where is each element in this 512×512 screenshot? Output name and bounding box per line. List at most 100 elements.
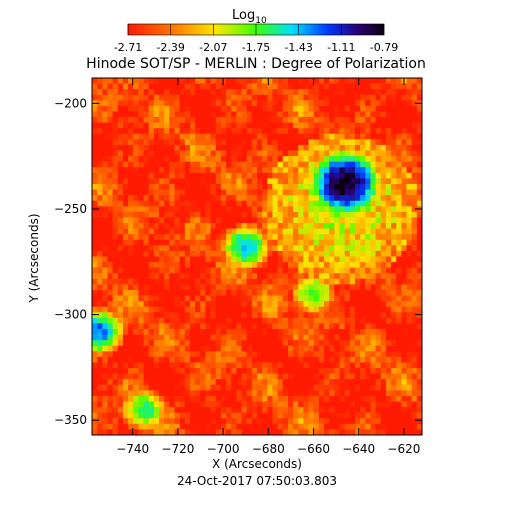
heatmap-cell	[339, 183, 346, 190]
heatmap-cell	[179, 83, 186, 90]
heatmap-cell	[195, 122, 201, 129]
heatmap-cell	[179, 217, 186, 224]
heatmap-cell	[349, 401, 356, 408]
heatmap-cell	[262, 256, 268, 263]
heatmap-cell	[318, 373, 325, 380]
heatmap-cell	[267, 156, 273, 163]
heatmap-cell	[174, 223, 181, 230]
heatmap-cell	[189, 172, 196, 179]
heatmap-cell	[313, 429, 320, 436]
heatmap-cell	[287, 351, 294, 358]
heatmap-cell	[277, 412, 284, 419]
heatmap-cell	[293, 150, 299, 157]
heatmap-cell	[375, 128, 382, 135]
heatmap-cell	[272, 384, 279, 391]
heatmap-cell	[92, 284, 98, 291]
heatmap-cell	[313, 379, 320, 386]
heatmap-cell	[231, 172, 237, 179]
heatmap-cell	[117, 412, 124, 419]
heatmap-cell	[354, 256, 361, 263]
heatmap-cell	[339, 362, 346, 369]
heatmap-cell	[354, 368, 361, 375]
heatmap-cell	[360, 89, 366, 96]
heatmap-cell	[324, 356, 330, 363]
heatmap-cell	[308, 128, 315, 135]
heatmap-cell	[313, 340, 320, 347]
heatmap-cell	[293, 189, 299, 196]
heatmap-cell	[262, 379, 268, 386]
heatmap-cell	[282, 401, 289, 408]
heatmap-cell	[339, 368, 346, 375]
heatmap-cell	[220, 223, 227, 230]
heatmap-cell	[220, 150, 227, 157]
heatmap-cell	[267, 351, 273, 358]
heatmap-cell	[138, 217, 144, 224]
heatmap-cell	[97, 329, 103, 335]
heatmap-cell	[277, 144, 284, 151]
heatmap-cell	[282, 362, 289, 369]
heatmap-cell	[189, 239, 196, 246]
heatmap-cell	[251, 156, 258, 163]
heatmap-cell	[251, 368, 258, 375]
heatmap-cell	[128, 133, 134, 140]
heatmap-cell	[195, 329, 201, 335]
heatmap-cell	[159, 351, 165, 358]
heatmap-cell	[298, 423, 304, 430]
heatmap-cell	[138, 317, 144, 324]
heatmap-cell	[143, 223, 150, 230]
heatmap-cell	[184, 334, 191, 341]
heatmap-cell	[380, 312, 387, 319]
heatmap-cell	[236, 156, 242, 163]
heatmap-cell	[138, 295, 144, 302]
heatmap-cell	[246, 423, 253, 430]
heatmap-cell	[92, 167, 98, 174]
heatmap-cell	[107, 228, 114, 235]
heatmap-cell	[117, 312, 124, 319]
heatmap-cell	[153, 278, 160, 285]
heatmap-cell	[246, 183, 253, 190]
heatmap-cell	[179, 117, 186, 124]
heatmap-cell	[354, 206, 361, 213]
heatmap-cell	[298, 407, 304, 414]
heatmap-cell	[365, 183, 371, 190]
heatmap-cell	[385, 278, 392, 285]
heatmap-cell	[148, 83, 155, 90]
heatmap-cell	[293, 223, 299, 230]
heatmap-cell	[272, 323, 279, 330]
heatmap-cell	[391, 323, 397, 330]
heatmap-cell	[200, 384, 206, 391]
heatmap-cell	[210, 278, 217, 285]
heatmap-cell	[133, 117, 139, 124]
heatmap-cell	[179, 223, 186, 230]
heatmap-cell	[179, 178, 186, 185]
heatmap-cell	[122, 122, 129, 129]
heatmap-cell	[112, 379, 119, 386]
heatmap-cell	[267, 167, 273, 174]
heatmap-cell	[272, 356, 279, 363]
heatmap-cell	[365, 234, 371, 241]
heatmap-cell	[324, 183, 330, 190]
heatmap-cell	[339, 429, 346, 436]
heatmap-cell	[324, 156, 330, 163]
heatmap-cell	[200, 128, 206, 135]
heatmap-cell	[148, 262, 155, 269]
heatmap-cell	[298, 301, 304, 308]
heatmap-cell	[339, 245, 346, 252]
heatmap-cell	[117, 139, 124, 146]
heatmap-cell	[272, 284, 279, 291]
heatmap-cell	[354, 351, 361, 358]
heatmap-cell	[406, 306, 413, 313]
heatmap-cell	[164, 356, 170, 363]
heatmap-cell	[396, 262, 402, 269]
heatmap-cell	[298, 200, 304, 207]
heatmap-cell	[189, 323, 196, 330]
heatmap-cell	[267, 161, 273, 168]
heatmap-cell	[324, 83, 330, 90]
heatmap-cell	[236, 167, 242, 174]
heatmap-cell	[246, 273, 253, 280]
heatmap-cell	[148, 429, 155, 436]
heatmap-cell	[92, 340, 98, 347]
heatmap-cell	[107, 150, 114, 157]
heatmap-cell	[122, 395, 129, 402]
heatmap-cell	[215, 289, 222, 296]
